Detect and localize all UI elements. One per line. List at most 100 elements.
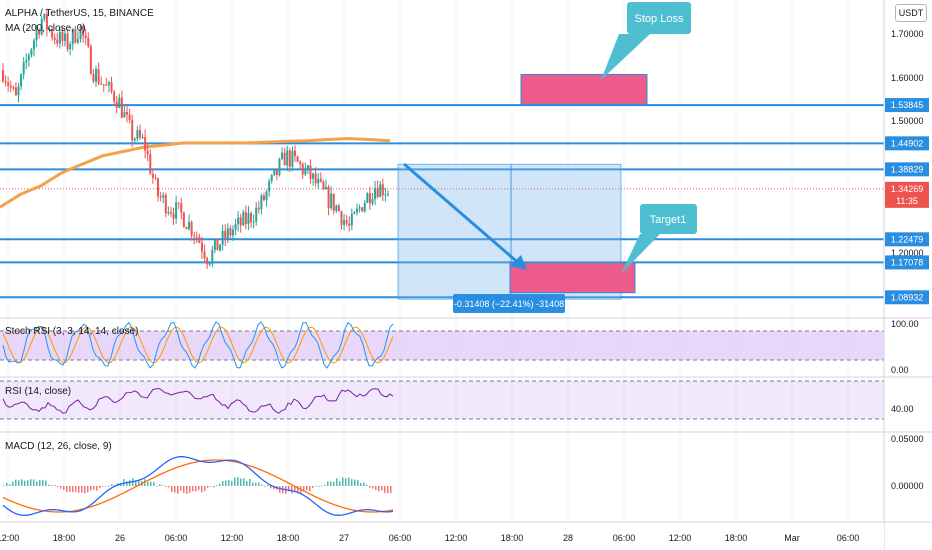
macd-histogram-bar bbox=[336, 478, 338, 486]
candle-body bbox=[231, 229, 234, 236]
currency-button[interactable]: USDT bbox=[895, 4, 927, 22]
macd-histogram-bar bbox=[339, 481, 341, 486]
candle-body bbox=[221, 230, 224, 245]
candle-body bbox=[239, 217, 242, 226]
macd-histogram-bar bbox=[99, 486, 101, 489]
macd-histogram-bar bbox=[174, 486, 176, 493]
candle-body bbox=[260, 195, 263, 210]
macd-histogram-bar bbox=[240, 478, 242, 486]
macd-histogram-bar bbox=[222, 481, 224, 486]
stop-loss-zone bbox=[520, 73, 648, 105]
candle-body bbox=[131, 120, 134, 141]
macd-histogram-bar bbox=[63, 486, 65, 490]
macd-histogram-bar bbox=[102, 486, 104, 487]
candle-body bbox=[358, 207, 361, 209]
candle-body bbox=[53, 37, 56, 40]
candle-body bbox=[363, 202, 366, 212]
candle-body bbox=[250, 213, 253, 223]
candle-body bbox=[200, 242, 203, 252]
time-tick-label: 26 bbox=[115, 533, 125, 543]
macd-histogram-bar bbox=[183, 486, 185, 493]
candle-body bbox=[76, 39, 79, 43]
macd-histogram-bar bbox=[309, 486, 311, 492]
candle-body bbox=[113, 91, 116, 102]
macd-histogram-bar bbox=[318, 485, 320, 487]
candle-body bbox=[296, 156, 299, 162]
macd-histogram-bar bbox=[162, 485, 164, 486]
macd-histogram-bar bbox=[45, 480, 47, 486]
candle-body bbox=[64, 33, 67, 41]
candle-body bbox=[291, 150, 294, 167]
level-price-label: 1.44902 bbox=[891, 138, 924, 148]
candle-body bbox=[288, 150, 291, 167]
candle-body bbox=[100, 83, 103, 85]
macd-histogram-bar bbox=[90, 486, 92, 491]
candle-body bbox=[97, 69, 100, 84]
candle-body bbox=[172, 213, 175, 219]
rsi-band-fill bbox=[0, 381, 884, 419]
stoch-tick-label: 0.00 bbox=[891, 365, 909, 375]
candle-body bbox=[198, 237, 201, 243]
candle-body bbox=[190, 221, 193, 236]
macd-histogram-bar bbox=[159, 484, 161, 486]
candle-body bbox=[247, 213, 250, 224]
macd-histogram-bar bbox=[207, 486, 209, 488]
macd-histogram-bar bbox=[168, 486, 170, 488]
candle-body bbox=[74, 28, 77, 43]
macd-pane[interactable] bbox=[2, 456, 394, 516]
candle-body bbox=[12, 87, 15, 89]
level-price-badge bbox=[885, 136, 929, 151]
candle-body bbox=[154, 177, 157, 179]
macd-histogram-bar bbox=[165, 486, 167, 487]
candle-body bbox=[144, 137, 147, 151]
macd-histogram-bar bbox=[156, 486, 158, 487]
rsi-pane[interactable] bbox=[0, 380, 884, 420]
time-tick-label: 12:00 bbox=[0, 533, 19, 543]
stoch-rsi-pane[interactable] bbox=[0, 321, 884, 369]
macd-histogram-bar bbox=[93, 486, 95, 490]
candle-body bbox=[270, 174, 273, 182]
candle-body bbox=[216, 239, 219, 251]
target1-callout bbox=[640, 204, 697, 234]
macd-histogram-bar bbox=[288, 486, 290, 492]
macd-histogram-bar bbox=[246, 481, 248, 486]
macd-histogram-bar bbox=[306, 486, 308, 491]
candle-body bbox=[120, 97, 123, 118]
candle-body bbox=[89, 46, 92, 75]
candle-body bbox=[337, 205, 340, 212]
level-price-label: 1.08932 bbox=[891, 292, 924, 302]
macd-histogram-bar bbox=[27, 480, 29, 486]
macd-histogram-bar bbox=[30, 479, 32, 486]
time-tick-label: 12:00 bbox=[669, 533, 692, 543]
macd-histogram-bar bbox=[9, 484, 11, 486]
macd-histogram-bar bbox=[252, 482, 254, 486]
candle-body bbox=[43, 13, 46, 19]
macd-histogram-bar bbox=[69, 486, 71, 492]
macd-histogram-bar bbox=[177, 486, 179, 494]
candle-body bbox=[188, 221, 191, 230]
candle-body bbox=[22, 62, 25, 75]
candle-body bbox=[368, 193, 371, 204]
macd-histogram-bar bbox=[297, 486, 299, 493]
macd-histogram-bar bbox=[234, 477, 236, 486]
time-tick-label: 06:00 bbox=[165, 533, 188, 543]
candle-body bbox=[203, 251, 206, 259]
candle-body bbox=[182, 212, 185, 228]
candle-body bbox=[374, 187, 377, 200]
macd-histogram-bar bbox=[261, 484, 263, 486]
price-tick-label: 1.50000 bbox=[891, 116, 924, 126]
candle-body bbox=[107, 81, 110, 86]
candle-body bbox=[343, 220, 346, 225]
price-pane[interactable]: Stop Loss Target1 -0.31408 (−22.41%) -3140… bbox=[0, 0, 884, 520]
candle-body bbox=[219, 244, 222, 251]
time-tick-label: 18:00 bbox=[277, 533, 300, 543]
macd-histogram-bar bbox=[36, 481, 38, 486]
candle-body bbox=[244, 212, 247, 224]
macd-legend: MACD (12, 26, close, 9) bbox=[5, 441, 112, 452]
countdown-label: 11:35 bbox=[896, 196, 918, 206]
trend-arrow-head bbox=[510, 255, 527, 270]
candle-body bbox=[185, 227, 188, 230]
candle-body bbox=[273, 168, 276, 175]
macd-histogram-bar bbox=[315, 485, 317, 487]
